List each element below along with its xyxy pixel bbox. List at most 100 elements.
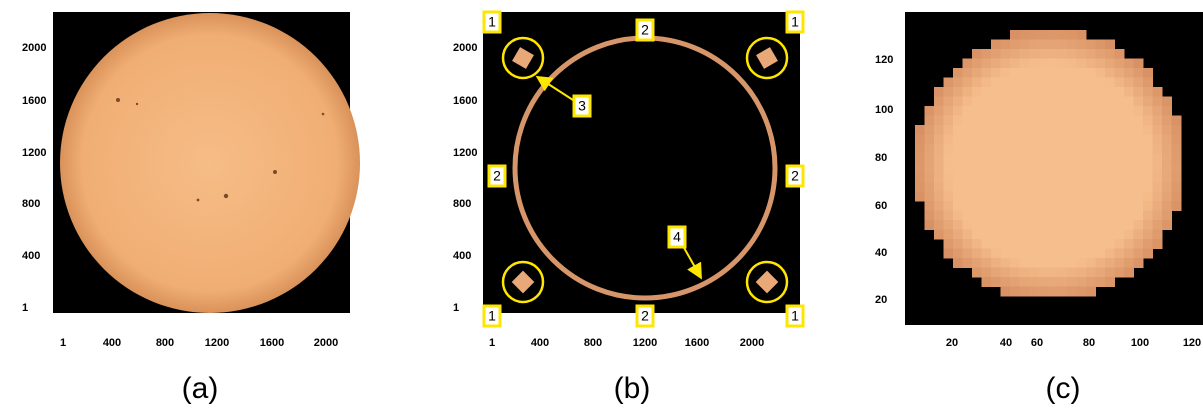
pixel xyxy=(1001,258,1011,268)
pixel xyxy=(1001,173,1011,183)
pixel xyxy=(982,116,992,126)
pixel xyxy=(925,192,935,202)
pixel xyxy=(972,135,982,145)
pixel xyxy=(1153,154,1163,164)
pixel xyxy=(991,97,1001,107)
pixel xyxy=(1010,239,1020,249)
pixel xyxy=(1001,135,1011,145)
pixel xyxy=(1162,154,1172,164)
pixel xyxy=(1096,249,1106,259)
pixel xyxy=(1001,154,1011,164)
pixel xyxy=(1001,68,1011,78)
pixel xyxy=(1029,68,1039,78)
pixel xyxy=(1086,173,1096,183)
panel-caption: (b) xyxy=(614,372,651,405)
pixel xyxy=(1162,106,1172,116)
pixel xyxy=(1134,258,1144,268)
pixel xyxy=(1143,249,1153,259)
pixel xyxy=(1162,163,1172,173)
pixel xyxy=(991,239,1001,249)
pixel xyxy=(915,125,925,135)
pixel xyxy=(1143,211,1153,221)
pixel xyxy=(991,135,1001,145)
pixel xyxy=(1096,239,1106,249)
pixel xyxy=(915,163,925,173)
pixel xyxy=(944,173,954,183)
pixel xyxy=(1124,201,1134,211)
pixel xyxy=(972,182,982,192)
pixel xyxy=(972,49,982,59)
pixel xyxy=(1058,287,1068,297)
pixel xyxy=(1105,49,1115,59)
pixel xyxy=(982,163,992,173)
pixel xyxy=(1039,173,1049,183)
pixel xyxy=(953,125,963,135)
pixel xyxy=(1058,30,1068,40)
pixel xyxy=(1077,125,1087,135)
pixel xyxy=(1077,59,1087,69)
pixel xyxy=(1096,87,1106,97)
pixel xyxy=(1096,97,1106,107)
annotation-label: 3 xyxy=(578,98,586,114)
pixel xyxy=(1039,163,1049,173)
pixel xyxy=(1115,192,1125,202)
pixel xyxy=(982,144,992,154)
pixel xyxy=(1134,211,1144,221)
pixel xyxy=(1048,40,1058,50)
x-tick-label: 2000 xyxy=(314,337,338,349)
pixel xyxy=(1077,277,1087,287)
pixel xyxy=(1020,68,1030,78)
x-tick-label: 120 xyxy=(1183,337,1201,349)
pixel xyxy=(1067,116,1077,126)
pixel xyxy=(982,59,992,69)
pixel xyxy=(1115,125,1125,135)
pixel xyxy=(1096,201,1106,211)
pixel xyxy=(1096,230,1106,240)
pixel xyxy=(1086,87,1096,97)
pixel xyxy=(1010,287,1020,297)
pixel xyxy=(991,49,1001,59)
pixel xyxy=(982,106,992,116)
pixel xyxy=(1077,49,1087,59)
pixel xyxy=(1143,154,1153,164)
y-tick-label: 1 xyxy=(453,302,459,314)
pixel xyxy=(1086,258,1096,268)
pixel xyxy=(982,277,992,287)
pixel xyxy=(1001,277,1011,287)
pixel xyxy=(1058,40,1068,50)
pixel xyxy=(1105,173,1115,183)
pixel xyxy=(1067,239,1077,249)
pixel xyxy=(982,97,992,107)
pixel xyxy=(1067,135,1077,145)
pixel xyxy=(934,182,944,192)
pixel xyxy=(925,135,935,145)
pixel xyxy=(953,230,963,240)
pixel xyxy=(925,144,935,154)
pixel xyxy=(1010,173,1020,183)
pixel xyxy=(1115,68,1125,78)
pixel xyxy=(1039,220,1049,230)
y-tick-label: 400 xyxy=(453,250,471,262)
pixel xyxy=(982,230,992,240)
pixel xyxy=(1020,106,1030,116)
pixel xyxy=(1048,106,1058,116)
pixel xyxy=(1143,135,1153,145)
pixel xyxy=(1162,211,1172,221)
pixel xyxy=(1124,258,1134,268)
pixel xyxy=(1010,201,1020,211)
pixel xyxy=(1039,154,1049,164)
pixel xyxy=(982,249,992,259)
y-tick-label: 60 xyxy=(875,200,887,212)
pixel xyxy=(1001,163,1011,173)
pixel xyxy=(1020,268,1030,278)
pixel xyxy=(1105,135,1115,145)
pixel xyxy=(1048,30,1058,40)
pixel xyxy=(1077,78,1087,88)
pixel xyxy=(1048,249,1058,259)
pixel xyxy=(1077,87,1087,97)
pixel xyxy=(1020,249,1030,259)
pixel xyxy=(1001,287,1011,297)
pixel xyxy=(1143,116,1153,126)
pixel xyxy=(1115,258,1125,268)
pixel xyxy=(1115,163,1125,173)
